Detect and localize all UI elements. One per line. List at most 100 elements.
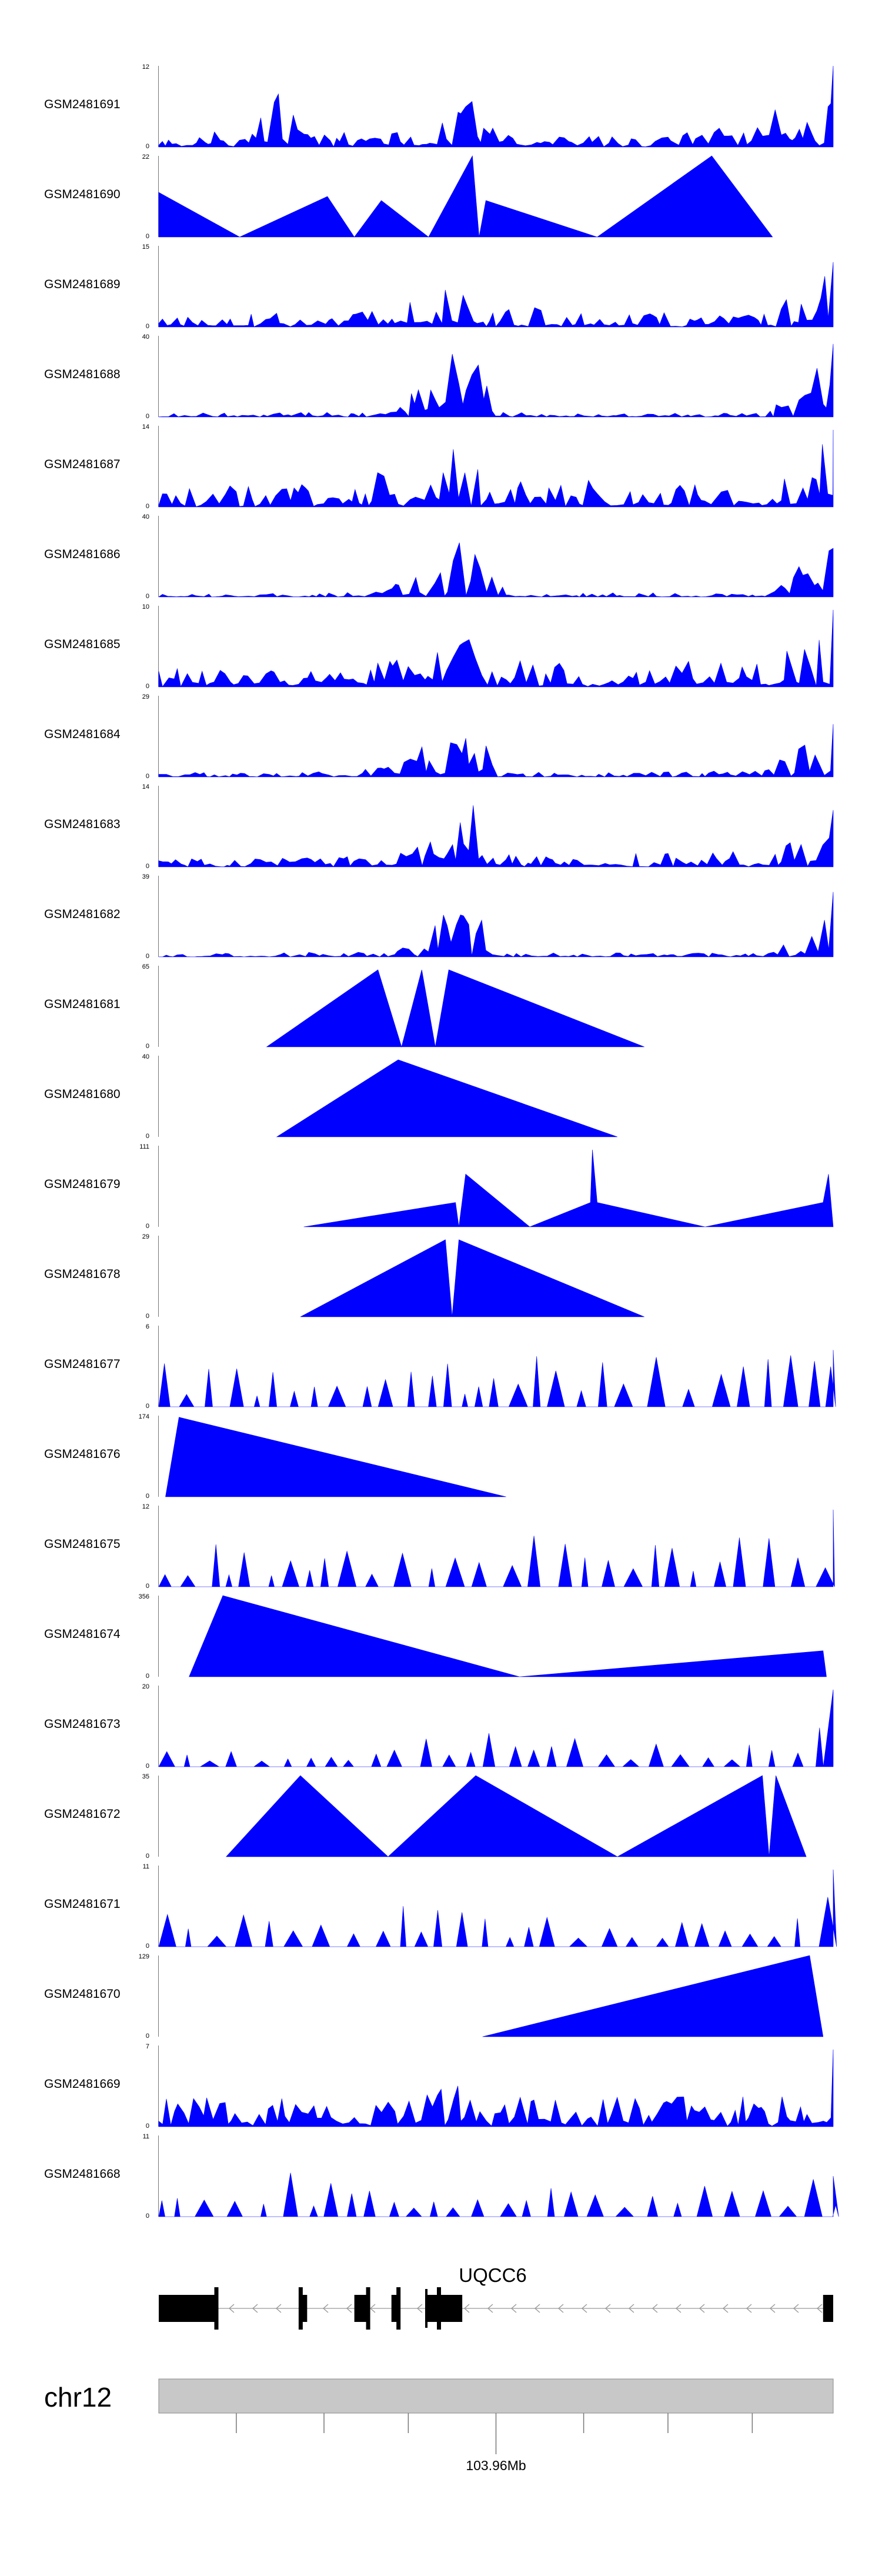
- coverage-area: [158, 65, 834, 148]
- track-label: GSM2481671: [44, 1897, 121, 1911]
- track-ymin-label: 0: [146, 1853, 149, 1860]
- track-GSM2481682: GSM2481682 39 0: [44, 873, 834, 960]
- coverage-area: [300, 1239, 644, 1317]
- coverage-area: [165, 1417, 506, 1497]
- track-label: GSM2481690: [44, 188, 121, 201]
- track-GSM2481672: GSM2481672 35 0: [44, 1773, 807, 1860]
- track-ymax-label: 129: [139, 1953, 149, 1960]
- track-label: GSM2481683: [44, 817, 121, 831]
- coverage-area: [158, 155, 773, 238]
- track-ymax-label: 22: [142, 154, 149, 161]
- coverage-area: [189, 1595, 827, 1677]
- track-ymax-label: 15: [142, 243, 149, 251]
- track-ymin-label: 0: [146, 1763, 149, 1770]
- track-ymin-label: 0: [146, 1223, 149, 1230]
- track-label: GSM2481675: [44, 1537, 121, 1551]
- strand-chevron: [557, 2304, 564, 2313]
- track-label: GSM2481686: [44, 548, 121, 561]
- strand-chevron: [346, 2304, 352, 2313]
- track-ymax-label: 29: [142, 693, 149, 700]
- track-ymax-label: 10: [142, 603, 149, 610]
- strand-chevron: [487, 2304, 493, 2313]
- strand-chevron: [275, 2304, 282, 2313]
- track-GSM2481673: GSM2481673 20 0: [44, 1683, 834, 1770]
- track-GSM2481688: GSM2481688 40 0: [44, 333, 834, 420]
- exon: [300, 2295, 308, 2322]
- track-GSM2481675: GSM2481675 12 0: [44, 1503, 835, 1590]
- track-GSM2481685: GSM2481685 10 0: [44, 603, 834, 690]
- track-GSM2481690: GSM2481690 22 0: [44, 154, 773, 240]
- track-ymin-label: 0: [146, 1133, 149, 1140]
- track-label: GSM2481681: [44, 997, 121, 1011]
- track-GSM2481678: GSM2481678 29 0: [44, 1233, 644, 1320]
- track-ymin-label: 0: [146, 413, 149, 420]
- coverage-area: [158, 2049, 834, 2127]
- strand-chevron: [746, 2304, 752, 2313]
- strand-chevron: [534, 2304, 540, 2313]
- track-ymin-label: 0: [146, 863, 149, 870]
- track-ymin-label: 0: [146, 2213, 149, 2220]
- strand-chevron: [228, 2304, 235, 2313]
- strand-chevron: [652, 2304, 658, 2313]
- strand-chevron: [793, 2304, 799, 2313]
- track-GSM2481681: GSM2481681 65 0: [44, 963, 644, 1050]
- coverage-area: [158, 1869, 837, 1947]
- track-ymin-label: 0: [146, 2123, 149, 2130]
- exon-edge: [366, 2287, 370, 2330]
- track-GSM2481676: GSM2481676 174 0: [44, 1413, 506, 1500]
- coverage-area: [482, 1955, 824, 2037]
- track-ymax-label: 6: [146, 1323, 149, 1330]
- coverage-area: [158, 343, 834, 418]
- strand-chevron: [581, 2304, 587, 2313]
- coverage-area: [226, 1775, 807, 1857]
- axis-tick-label: 103.96Mb: [466, 2458, 526, 2473]
- exon: [823, 2295, 833, 2322]
- track-ymax-label: 65: [142, 963, 149, 970]
- coverage-area: [158, 805, 834, 867]
- coverage-area: [158, 724, 834, 778]
- strand-chevron: [510, 2304, 517, 2313]
- track-ymax-label: 29: [142, 1233, 149, 1240]
- track-ymin-label: 0: [146, 2033, 149, 2040]
- chromosome-band: [158, 2378, 834, 2414]
- track-ymin-label: 0: [146, 1943, 149, 1950]
- track-ymin-label: 0: [146, 503, 149, 510]
- coverage-area: [158, 1350, 836, 1407]
- track-ymax-label: 174: [139, 1413, 149, 1420]
- track-ymax-label: 111: [139, 1143, 149, 1150]
- track-ymax-label: 39: [142, 873, 149, 880]
- track-label: GSM2481688: [44, 368, 121, 381]
- strand-chevron: [252, 2304, 258, 2313]
- track-GSM2481669: GSM2481669 7 0: [44, 2043, 834, 2130]
- track-GSM2481686: GSM2481686 40 0: [44, 513, 834, 600]
- coverage-area: [158, 1689, 834, 1767]
- track-ymax-label: 11: [143, 2133, 149, 2140]
- track-ymin-label: 0: [146, 1583, 149, 1590]
- track-label: GSM2481673: [44, 1717, 121, 1731]
- track-label: GSM2481668: [44, 2167, 121, 2181]
- track-ymin-label: 0: [146, 1043, 149, 1050]
- track-ymax-label: 20: [142, 1683, 149, 1690]
- track-label: GSM2481691: [44, 98, 121, 111]
- track-ymin-label: 0: [146, 323, 149, 330]
- strand-chevron: [369, 2304, 376, 2313]
- track-label: GSM2481689: [44, 278, 121, 291]
- track-GSM2481687: GSM2481687 14 0: [44, 423, 834, 510]
- track-ymin-label: 0: [146, 233, 149, 240]
- track-label: GSM2481677: [44, 1357, 121, 1371]
- strand-chevron: [675, 2304, 681, 2313]
- coverage-area: [158, 1509, 835, 1587]
- track-ymin-label: 0: [146, 683, 149, 690]
- coverage-area: [266, 969, 644, 1048]
- track-label: GSM2481682: [44, 907, 121, 921]
- track-ymin-label: 0: [146, 1493, 149, 1500]
- exon: [391, 2295, 399, 2322]
- exon-edge: [437, 2287, 442, 2330]
- track-ymax-label: 11: [143, 1863, 149, 1870]
- track-ymax-label: 7: [146, 2043, 149, 2050]
- strand-chevron: [722, 2304, 729, 2313]
- track-ymax-label: 14: [142, 423, 149, 431]
- track-GSM2481689: GSM2481689 15 0: [44, 243, 834, 330]
- track-ymax-label: 40: [142, 513, 149, 520]
